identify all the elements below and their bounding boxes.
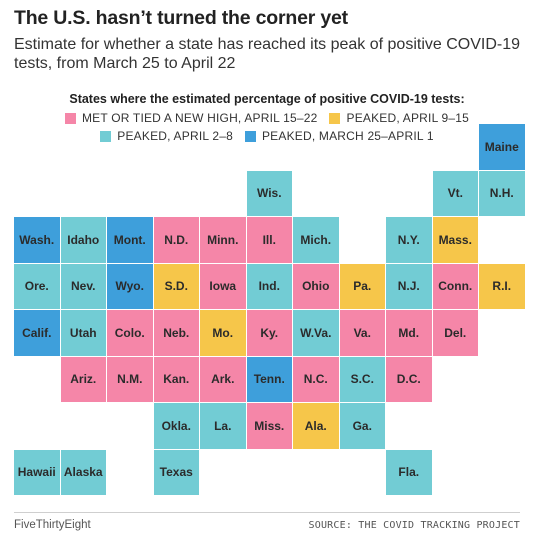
legend-row-1: MET OR TIED A NEW HIGH, APRIL 15–22 PEAK… [0,111,534,125]
legend-item-april-9-15: PEAKED, APRIL 9–15 [329,111,469,125]
state-tile-n-d: N.D. [153,217,199,263]
state-tile-utah: Utah [60,310,106,356]
state-tile-n-c: N.C. [293,356,339,402]
legend-item-march-25-april-1: PEAKED, MARCH 25–APRIL 1 [244,129,434,143]
state-tile-s-d: S.D. [153,263,199,309]
state-tile-wis: Wis. [246,170,292,216]
state-tile-colo: Colo. [107,310,153,356]
state-tile-ariz: Ariz. [60,356,106,402]
state-tile-ohio: Ohio [293,263,339,309]
state-tile-s-c: S.C. [339,356,385,402]
state-tile-n-j: N.J. [386,263,432,309]
legend-item-new-high: MET OR TIED A NEW HIGH, APRIL 15–22 [64,111,318,125]
state-tile-va: Va. [339,310,385,356]
footer-divider [14,512,520,513]
state-tile-ore: Ore. [14,263,60,309]
state-tile-ala: Ala. [293,403,339,449]
legend-label-new-high: MET OR TIED A NEW HIGH, APRIL 15–22 [81,111,318,125]
state-tile-calif: Calif. [14,310,60,356]
state-tile-ky: Ky. [246,310,292,356]
legend-label-april-9-15: PEAKED, APRIL 9–15 [346,111,470,125]
state-tile-texas: Texas [153,449,199,495]
state-tile-mont: Mont. [107,217,153,263]
state-tile-r-i: R.I. [479,263,525,309]
state-tile-n-y: N.Y. [386,217,432,263]
state-tile-d-c: D.C. [386,356,432,402]
source-note: SOURCE: THE COVID TRACKING PROJECT [308,520,520,531]
state-tile-la: La. [200,403,246,449]
state-tile-miss: Miss. [246,403,292,449]
legend-title: States where the estimated percentage of… [69,92,465,106]
state-tile-ga: Ga. [339,403,385,449]
state-tile-ind: Ind. [246,263,292,309]
state-tile-okla: Okla. [153,403,199,449]
chart-subtitle: Estimate for whether a state has reached… [14,36,521,72]
state-tile-w-va: W.Va. [293,310,339,356]
state-tile-conn: Conn. [432,263,478,309]
legend-label-march-25-april-1: PEAKED, MARCH 25–APRIL 1 [261,129,434,143]
legend-swatch-march-25-april-1 [244,130,256,142]
legend-swatch-april-9-15 [329,112,341,124]
state-tile-mich: Mich. [293,217,339,263]
state-tile-mass: Mass. [432,217,478,263]
state-tile-nev: Nev. [60,263,106,309]
state-tile-idaho: Idaho [60,217,106,263]
state-tile-wash: Wash. [14,217,60,263]
state-tile-neb: Neb. [153,310,199,356]
state-tile-md: Md. [386,310,432,356]
state-tile-vt: Vt. [432,170,478,216]
legend-label-april-2-8: PEAKED, APRIL 2–8 [117,129,233,143]
brand-logo: FiveThirtyEight [14,519,91,531]
legend-swatch-new-high [64,112,76,124]
legend-row-2: PEAKED, APRIL 2–8 PEAKED, MARCH 25–APRIL… [0,129,534,143]
state-tile-hawaii: Hawaii [14,449,60,495]
legend-item-april-2-8: PEAKED, APRIL 2–8 [100,129,233,143]
legend-swatch-april-2-8 [100,130,112,142]
state-tile-kan: Kan. [153,356,199,402]
chart-title: The U.S. hasn’t turned the corner yet [14,7,348,29]
state-tile-ark: Ark. [200,356,246,402]
state-tile-del: Del. [432,310,478,356]
state-tile-pa: Pa. [339,263,385,309]
state-tile-fla: Fla. [386,449,432,495]
state-tile-n-m: N.M. [107,356,153,402]
state-tile-mo: Mo. [200,310,246,356]
state-tile-alaska: Alaska [60,449,106,495]
state-tile-ill: Ill. [246,217,292,263]
state-tile-wyo: Wyo. [107,263,153,309]
state-tile-iowa: Iowa [200,263,246,309]
state-tile-minn: Minn. [200,217,246,263]
state-tile-maine: Maine [479,124,525,170]
state-tile-n-h: N.H. [479,170,525,216]
state-tile-tenn: Tenn. [246,356,292,402]
